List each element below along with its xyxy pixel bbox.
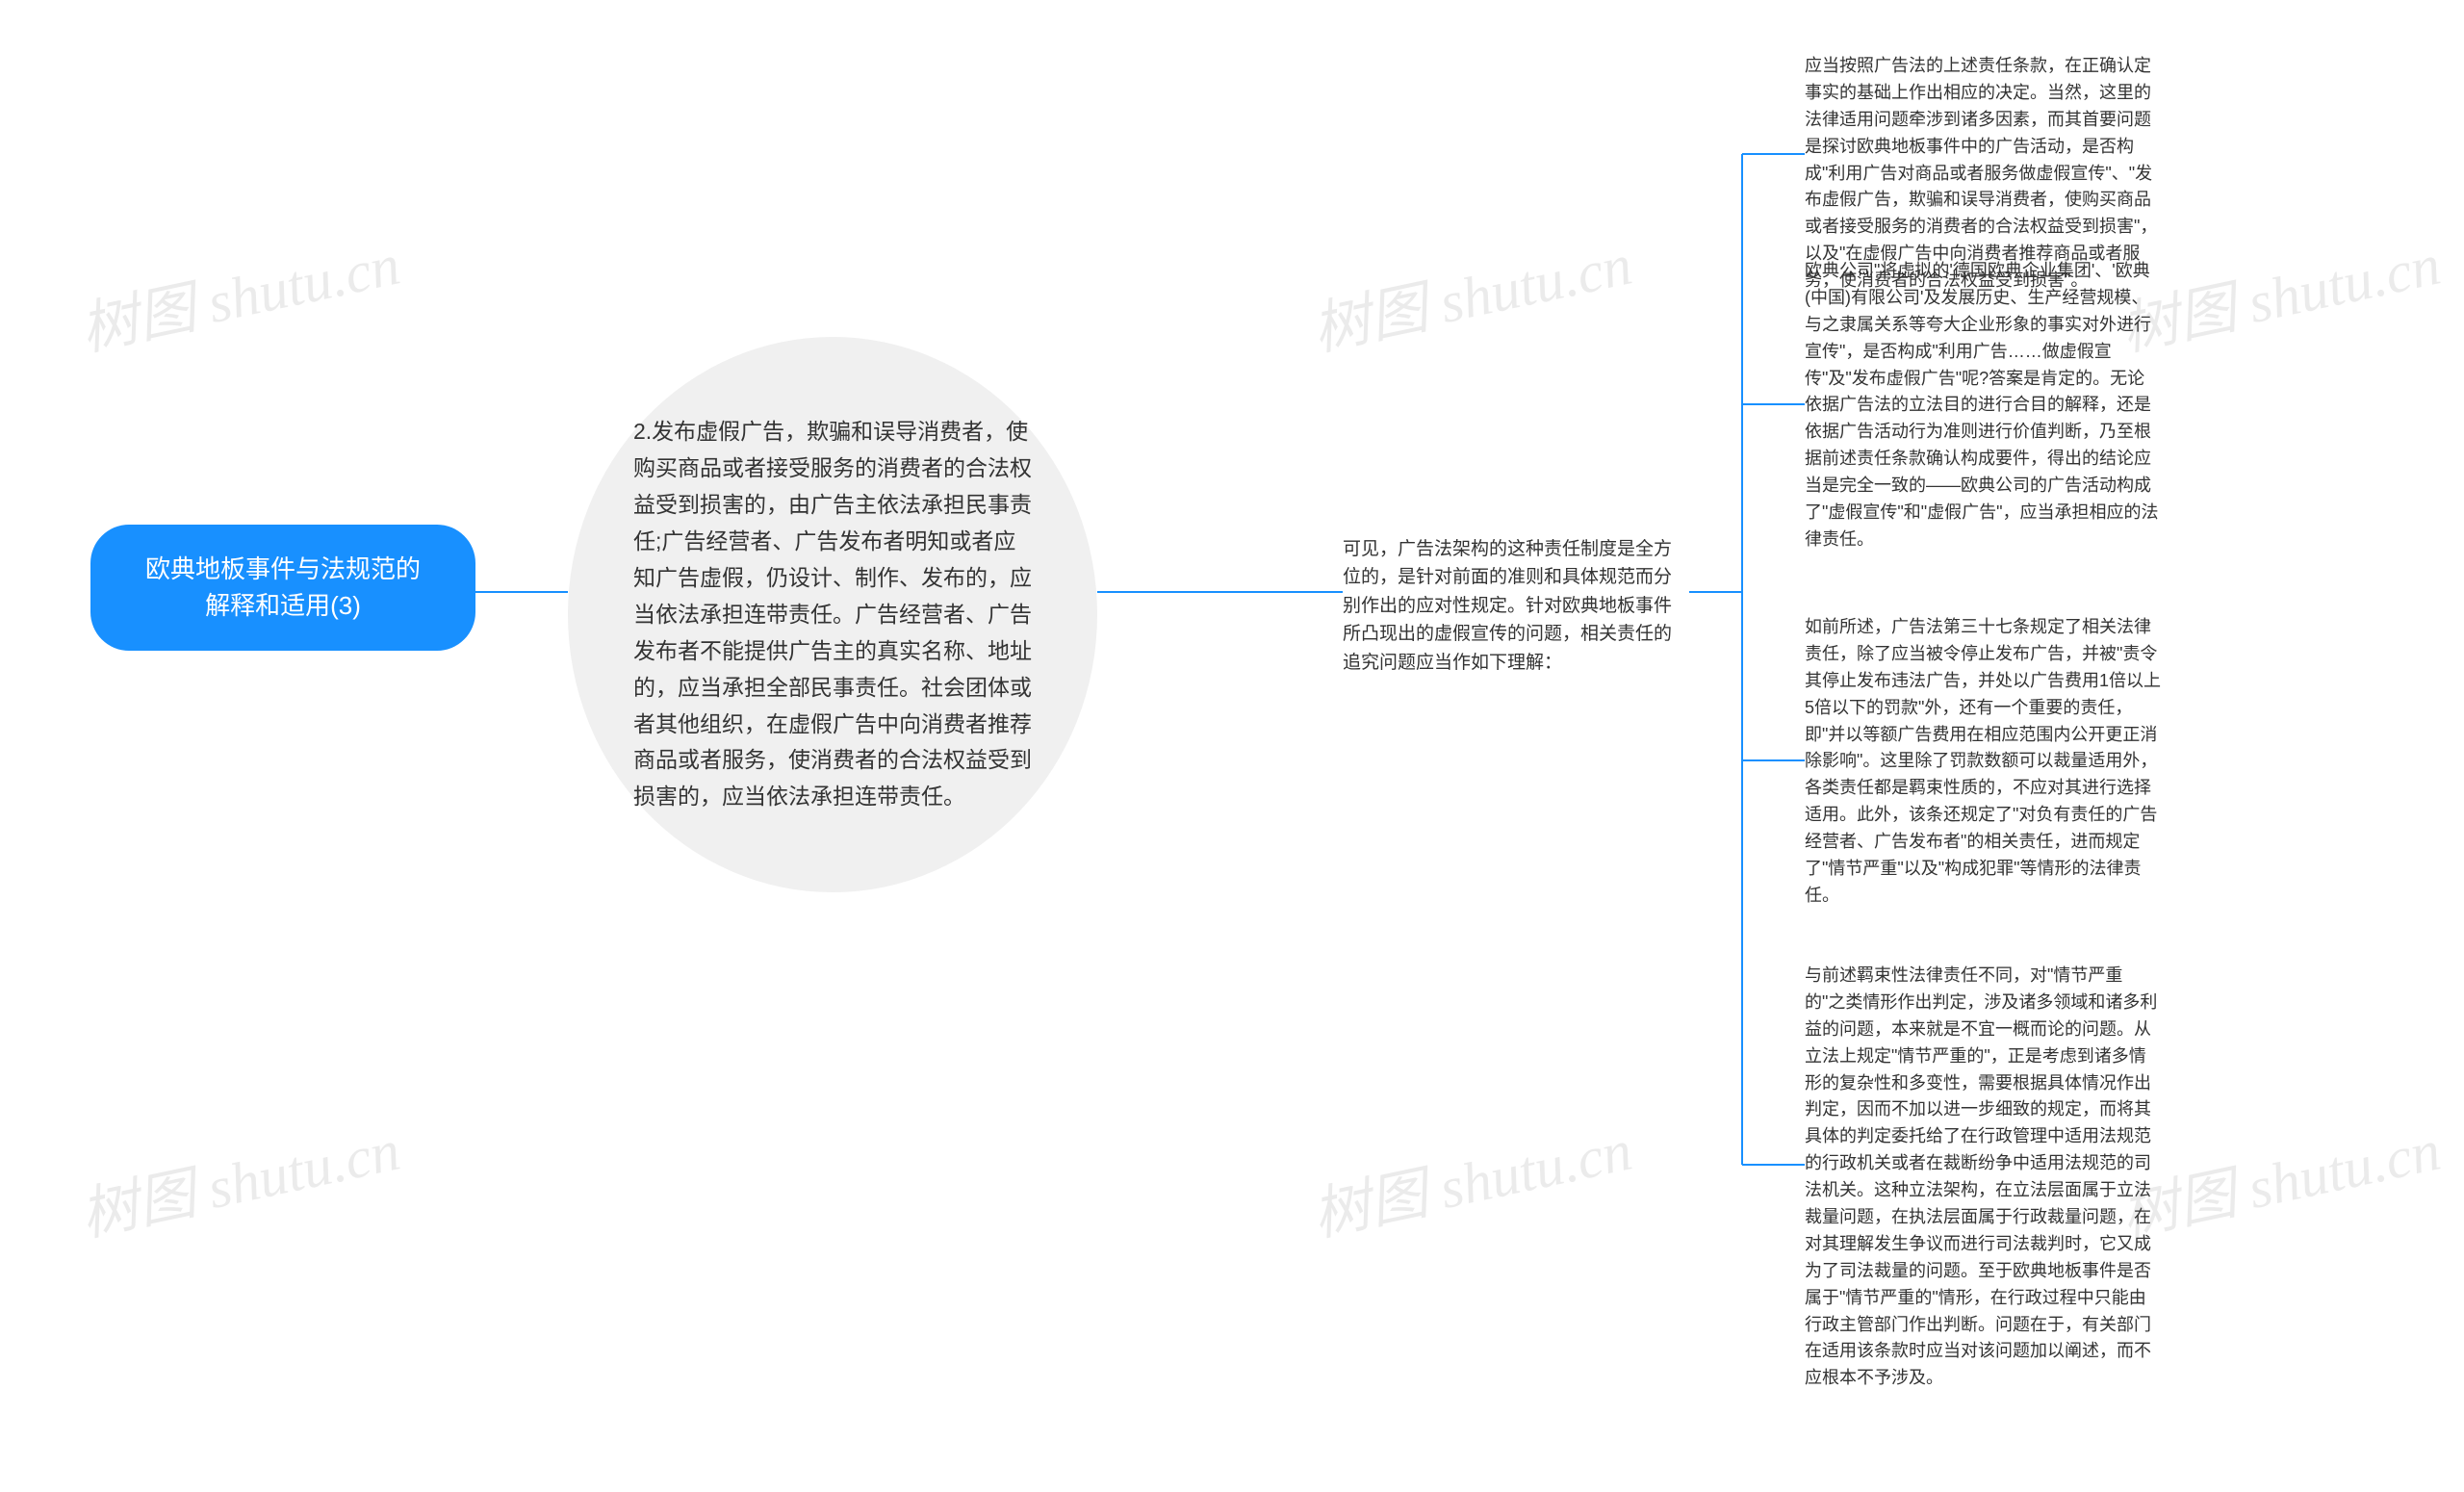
watermark: 树图 shutu.cn — [72, 218, 406, 367]
watermark: 树图 shutu.cn — [2113, 218, 2447, 367]
watermark: 树图 shutu.cn — [2113, 1103, 2447, 1252]
watermark: 树图 shutu.cn — [1304, 1103, 1638, 1252]
mindmap-level2-node[interactable]: 2.发布虚假广告，欺骗和误导消费者，使购买商品或者接受服务的消费者的合法权益受到… — [568, 337, 1097, 892]
watermark: 树图 shutu.cn — [72, 1103, 406, 1252]
mindmap-level3-node[interactable]: 可见，广告法架构的这种责任制度是全方位的，是针对前面的准则和具体规范而分别作出的… — [1343, 535, 1689, 677]
mindmap-leaf-node-3[interactable]: 如前所述，广告法第三十七条规定了相关法律责任，除了应当被令停止发布广告，并被"责… — [1805, 614, 2161, 910]
mindmap-canvas: 树图 shutu.cn 树图 shutu.cn 树图 shutu.cn 树图 s… — [0, 0, 2464, 1492]
mindmap-leaf-node-4[interactable]: 与前述羁束性法律责任不同，对"情节严重的"之类情形作出判定，涉及诸多领域和诸多利… — [1805, 963, 2161, 1392]
watermark: 树图 shutu.cn — [1304, 218, 1638, 367]
mindmap-leaf-node-2[interactable]: 欧典公司"将虚拟的'德国欧典企业集团'、'欧典(中国)有限公司'及发展历史、生产… — [1805, 258, 2161, 553]
mindmap-root-node[interactable]: 欧典地板事件与法规范的解释和适用(3) — [90, 525, 475, 651]
